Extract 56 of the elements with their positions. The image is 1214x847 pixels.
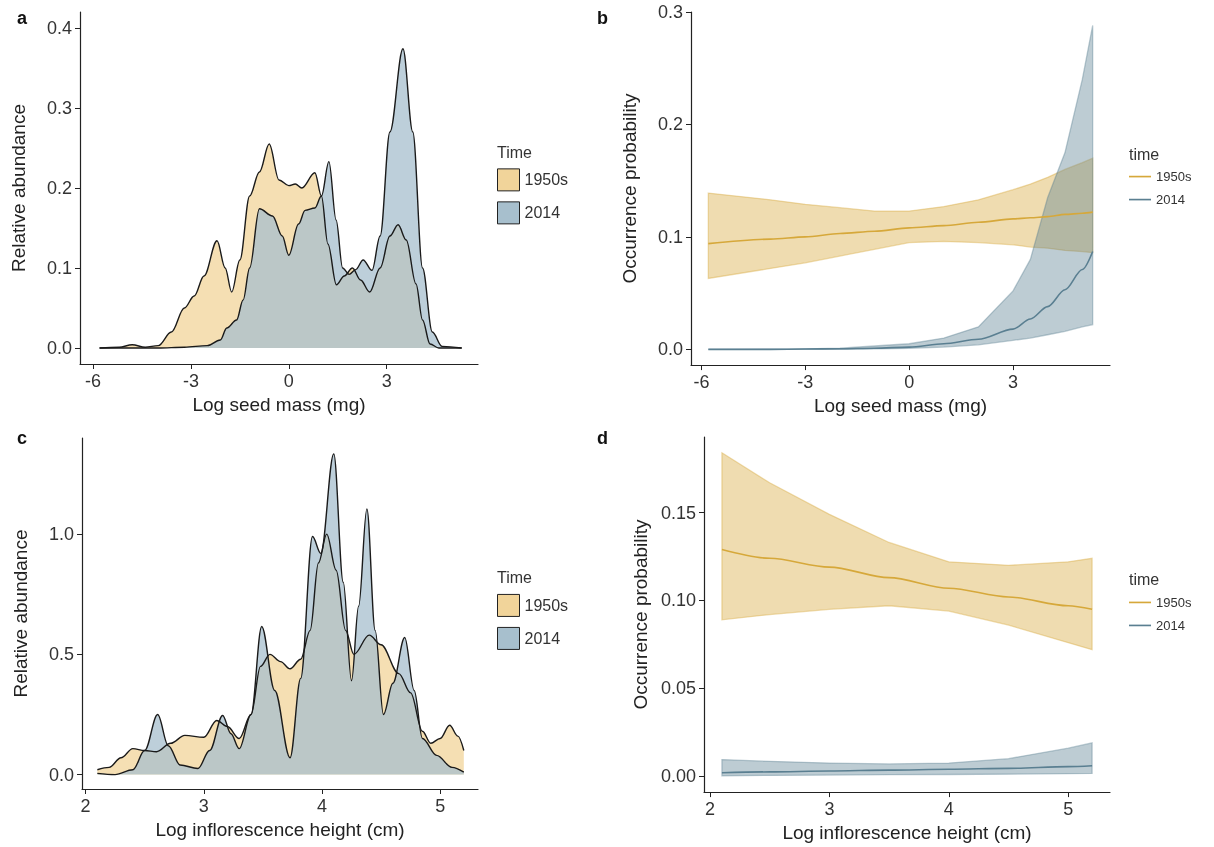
y-tick-label: 0.4 [46, 18, 72, 38]
legend-label: 1950s [1156, 169, 1192, 185]
x-tick-label: 5 [1063, 799, 1074, 820]
x-tick-label: 2 [80, 796, 91, 816]
y-tick-label: 1.0 [48, 524, 74, 545]
chart-title: c [17, 428, 28, 448]
y-tick-label: 0.3 [46, 98, 72, 118]
y-axis-title: Occurrence probability [630, 519, 652, 710]
y-tick-label: 0.15 [660, 502, 696, 523]
legend-label: 2014 [524, 204, 561, 222]
y-tick-label: 0.5 [48, 644, 74, 665]
legend-label: 1950s [524, 171, 569, 189]
y-tick-label: 0.00 [660, 766, 696, 787]
legend-label: 2014 [524, 629, 561, 647]
legend-label: 1950s [524, 596, 569, 614]
y-tick-label: 0.0 [48, 764, 74, 785]
x-axis-title: Log seed mass (mg) [192, 393, 366, 415]
y-tick-label: 0.1 [657, 226, 683, 247]
y-tick-label: 0.1 [46, 258, 72, 278]
y-tick-label: 0.2 [657, 114, 683, 135]
x-tick-label: 0 [904, 372, 915, 393]
legend-title: Time [497, 143, 533, 161]
x-tick-label: 4 [316, 796, 327, 816]
x-tick-label: -3 [797, 372, 814, 393]
x-tick-label: 0 [283, 371, 294, 391]
legend-title: Time [497, 569, 533, 587]
legend-title: time [1129, 145, 1160, 163]
legend-label: 1950s [1156, 594, 1192, 610]
x-axis-title: Log inflorescence height (cm) [155, 818, 405, 840]
y-tick-label: 0.0 [657, 339, 683, 360]
x-axis-title: Log seed mass (mg) [813, 395, 988, 416]
x-tick-label: 5 [435, 796, 446, 816]
x-tick-label: 3 [198, 796, 209, 816]
y-tick-label: 0.3 [657, 2, 683, 22]
y-axis-title: Relative abundance [10, 529, 31, 698]
legend-label: 2014 [1156, 617, 1185, 633]
x-tick-label: -6 [693, 372, 710, 393]
x-tick-label: 4 [943, 799, 954, 820]
x-tick-label: 2 [704, 799, 715, 820]
x-tick-label: 3 [824, 799, 835, 820]
y-tick-label: 0.2 [46, 178, 72, 198]
chart-title: a [17, 8, 28, 28]
x-tick-label: -3 [182, 371, 199, 391]
x-tick-label: 3 [1008, 372, 1019, 393]
y-axis-title: Occurrence probability [619, 93, 640, 284]
legend-label: 2014 [1156, 192, 1185, 208]
x-tick-label: 3 [381, 371, 392, 391]
y-tick-label: 0.10 [660, 590, 696, 611]
y-tick-label: 0.0 [46, 338, 72, 358]
x-tick-label: -6 [85, 371, 102, 391]
chart-title: b [597, 8, 608, 28]
chart-title: d [597, 428, 608, 448]
legend-title: time [1129, 571, 1160, 589]
x-axis-title: Log inflorescence height (cm) [782, 822, 1032, 843]
y-axis-title: Relative abundance [8, 104, 29, 272]
y-tick-label: 0.05 [660, 678, 696, 699]
